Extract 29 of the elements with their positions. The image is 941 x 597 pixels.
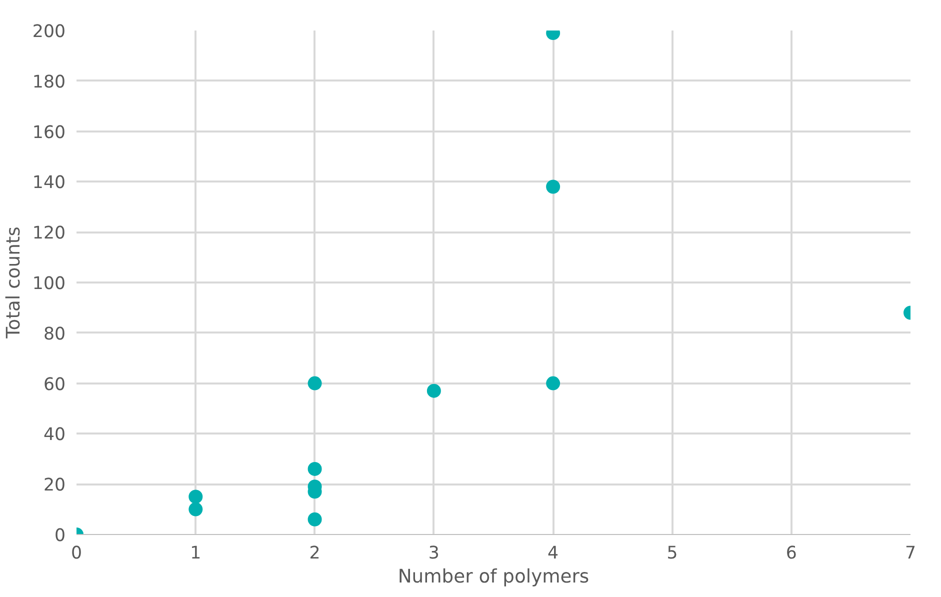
point	[188, 490, 203, 504]
y-tick-label: 140	[32, 173, 66, 194]
y-tick-label: 60	[43, 374, 66, 395]
y-tick-label: 20	[43, 476, 66, 496]
point	[546, 376, 560, 390]
y-tick-label: 120	[32, 224, 66, 244]
point	[188, 502, 203, 516]
point	[426, 384, 441, 398]
x-tick-label: 2	[309, 544, 320, 564]
point	[546, 180, 560, 194]
point	[308, 462, 322, 476]
y-tick-label: 160	[32, 122, 66, 143]
x-tick-label: 3	[428, 544, 440, 564]
y-tick-label: 100	[32, 274, 66, 294]
x-tick-label: 6	[786, 544, 797, 564]
y-axis-title: Total counts	[3, 226, 24, 340]
x-tick-label: 4	[548, 544, 559, 564]
point	[308, 512, 322, 526]
x-axis-title: Number of polymers	[398, 566, 590, 588]
y-tick-label: 180	[32, 72, 66, 92]
y-tick-label: 80	[43, 324, 66, 344]
x-tick-label: 0	[70, 544, 82, 564]
x-tick-label: 5	[666, 544, 678, 564]
x-tick-label: 1	[190, 544, 202, 564]
y-tick-label: 40	[43, 425, 66, 446]
x-tick-label: 7	[904, 544, 916, 564]
y-tick-label: 200	[32, 22, 66, 42]
point	[308, 376, 322, 390]
y-tick-label: 0	[54, 526, 66, 546]
